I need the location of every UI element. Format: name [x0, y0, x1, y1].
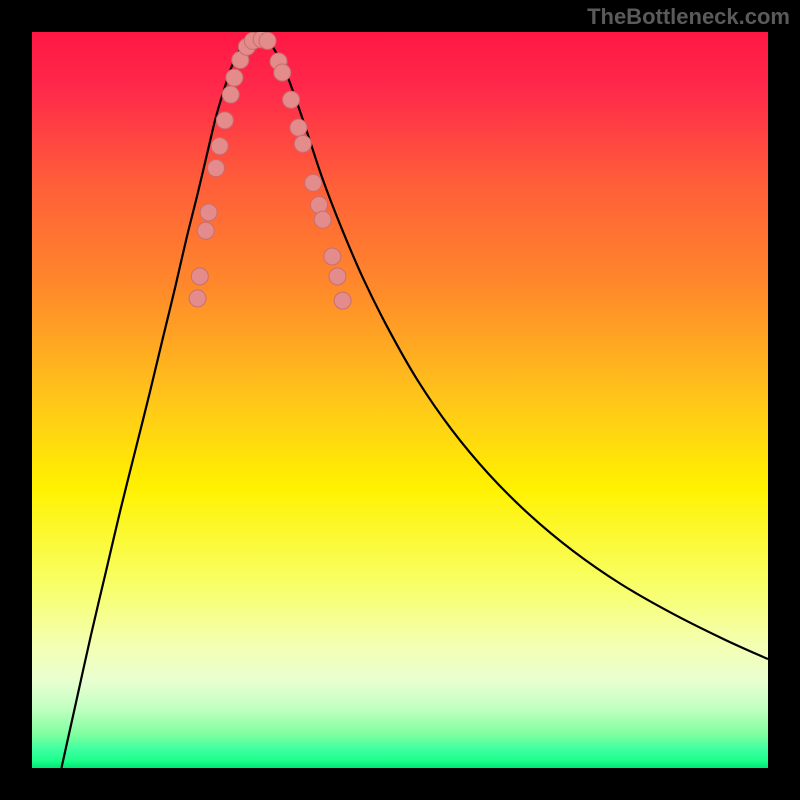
data-markers: [189, 32, 351, 309]
data-marker: [311, 196, 328, 213]
data-marker: [226, 69, 243, 86]
data-marker: [211, 138, 228, 155]
data-marker: [200, 204, 217, 221]
watermark-text: TheBottleneck.com: [587, 4, 790, 30]
data-marker: [294, 135, 311, 152]
data-marker: [208, 160, 225, 177]
data-marker: [259, 32, 276, 49]
data-marker: [274, 64, 291, 81]
data-marker: [314, 211, 331, 228]
data-marker: [305, 174, 322, 191]
curve-layer: [32, 32, 768, 768]
plot-area: [32, 32, 768, 768]
data-marker: [222, 86, 239, 103]
data-marker: [189, 290, 206, 307]
data-marker: [197, 222, 214, 239]
data-marker: [324, 248, 341, 265]
data-marker: [334, 292, 351, 309]
bottleneck-curve-right: [256, 36, 768, 659]
data-marker: [283, 91, 300, 108]
chart-root: TheBottleneck.com: [0, 0, 800, 800]
data-marker: [191, 268, 208, 285]
data-marker: [216, 112, 233, 129]
data-marker: [329, 268, 346, 285]
data-marker: [290, 119, 307, 136]
